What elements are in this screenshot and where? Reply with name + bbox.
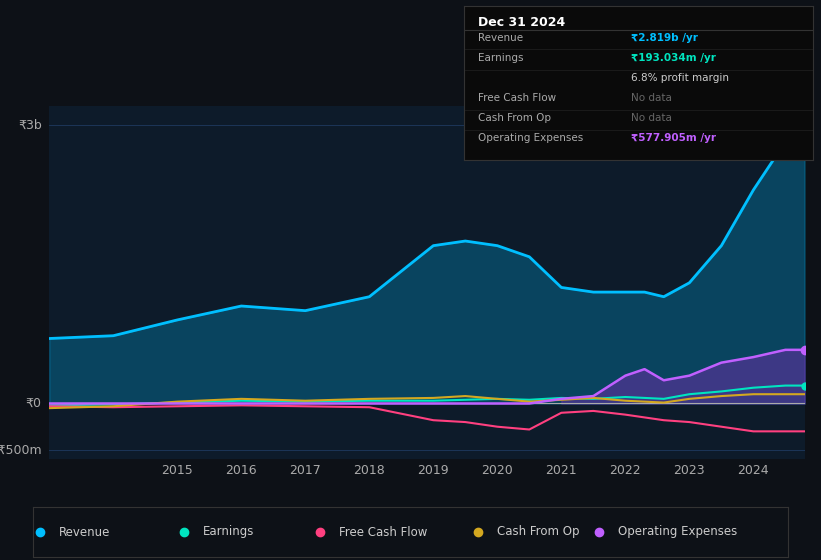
Text: Earnings: Earnings: [203, 525, 255, 539]
Text: Earnings: Earnings: [478, 53, 523, 63]
Text: Operating Expenses: Operating Expenses: [478, 133, 583, 143]
Text: Free Cash Flow: Free Cash Flow: [478, 94, 556, 104]
Text: Free Cash Flow: Free Cash Flow: [339, 525, 427, 539]
Text: Revenue: Revenue: [59, 525, 111, 539]
Text: Operating Expenses: Operating Expenses: [618, 525, 737, 539]
Text: No data: No data: [631, 114, 672, 123]
Text: No data: No data: [631, 94, 672, 104]
Text: Cash From Op: Cash From Op: [478, 114, 551, 123]
Text: Dec 31 2024: Dec 31 2024: [478, 16, 565, 29]
Text: ₹2.819b /yr: ₹2.819b /yr: [631, 34, 698, 43]
Text: ₹3b: ₹3b: [18, 119, 42, 132]
Text: Cash From Op: Cash From Op: [498, 525, 580, 539]
Text: ₹0: ₹0: [25, 397, 42, 410]
Text: Revenue: Revenue: [478, 34, 523, 43]
Text: ₹193.034m /yr: ₹193.034m /yr: [631, 53, 716, 63]
Text: ₹577.905m /yr: ₹577.905m /yr: [631, 133, 717, 143]
Text: 6.8% profit margin: 6.8% profit margin: [631, 73, 729, 83]
Text: -₹500m: -₹500m: [0, 444, 42, 456]
